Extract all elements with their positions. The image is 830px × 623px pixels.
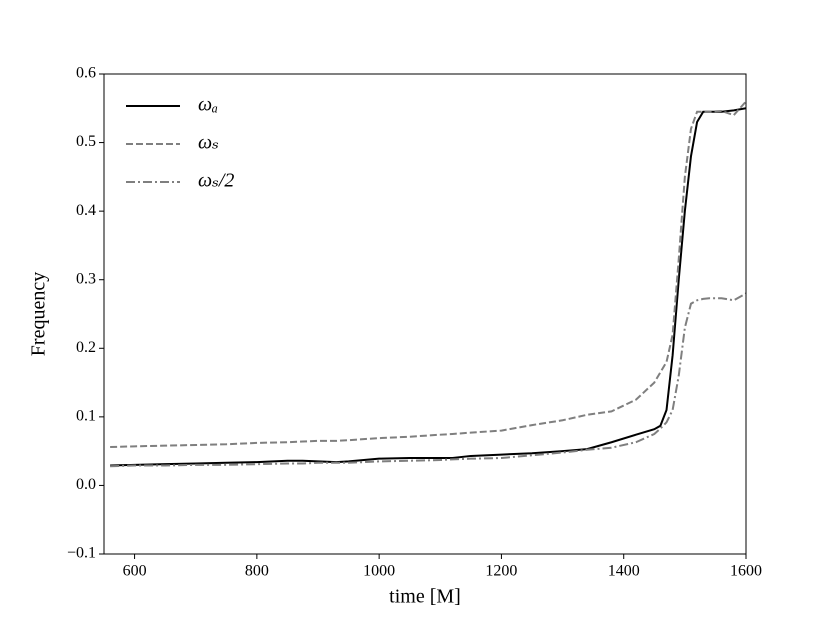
y-tick-label: −0.1 bbox=[67, 545, 96, 562]
x-tick-label: 1000 bbox=[363, 563, 395, 580]
x-tick-label: 1600 bbox=[730, 563, 762, 580]
y-tick-label: 0.4 bbox=[76, 202, 96, 219]
y-tick-label: 0.5 bbox=[76, 133, 96, 150]
x-tick-label: 1400 bbox=[608, 563, 640, 580]
y-tick-label: 0.6 bbox=[76, 65, 96, 82]
series-line bbox=[110, 107, 746, 467]
y-tick-label: 0.2 bbox=[76, 339, 96, 356]
y-axis-label: Frequency bbox=[28, 272, 50, 356]
legend-label: ωₛ bbox=[198, 132, 219, 154]
legend-label: ωₐ bbox=[198, 94, 218, 116]
x-tick-label: 1200 bbox=[485, 563, 517, 580]
y-tick-label: 0.0 bbox=[76, 476, 96, 493]
series-line bbox=[110, 292, 746, 468]
legend-label: ωₛ/2 bbox=[198, 170, 234, 192]
plot-frame bbox=[103, 73, 747, 555]
y-tick-label: 0.3 bbox=[76, 270, 96, 287]
x-axis-label: time [M] bbox=[389, 586, 461, 608]
x-tick-label: 800 bbox=[245, 563, 269, 580]
y-tick-label: 0.1 bbox=[76, 408, 96, 425]
series-line bbox=[110, 100, 746, 449]
x-tick-label: 600 bbox=[123, 563, 147, 580]
